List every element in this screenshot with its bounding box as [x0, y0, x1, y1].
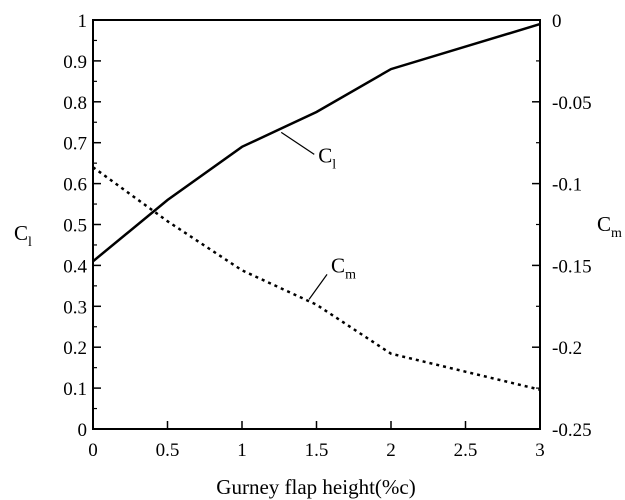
y-tick-label: 0.5	[63, 216, 87, 237]
series-label-main: C	[318, 143, 332, 167]
y2-axis-label-sub: m	[611, 226, 622, 241]
y2-tick-label: 0	[552, 11, 562, 32]
y2-tick-label: -0.25	[552, 420, 592, 441]
x-tick-label: 0.5	[156, 440, 180, 461]
y-axis-label-sub: l	[28, 235, 32, 250]
y2-axis-ticks: -0.25 -0.2 -0.15 -0.1 -0.05 0	[532, 11, 592, 441]
x-axis-label: Gurney flap height(%c)	[216, 475, 415, 499]
plot-frame	[92, 19, 541, 430]
series-label-main: C	[331, 253, 345, 277]
y-tick-label: 0.9	[63, 52, 87, 73]
series-line-cm	[92, 166, 541, 391]
y2-tick-label: -0.15	[552, 256, 592, 277]
y-tick-label: 0.6	[63, 175, 87, 196]
y-tick-label: 0.1	[63, 379, 87, 400]
y-axis-label: Cl	[14, 221, 32, 250]
y-tick-label: 0.3	[63, 297, 87, 318]
y-axis-ticks: 0 0.1 0.2 0.3 0.4 0.5 0.6 0.7 0.8 0.9 1	[63, 11, 101, 441]
series-label-sub: l	[332, 157, 336, 172]
y-tick-label: 1	[78, 11, 88, 32]
x-axis-ticks: 0 0.5 1 1.5 2 2.5 3	[88, 421, 545, 461]
x-tick-label: 3	[535, 440, 545, 461]
y-tick-label: 0.8	[63, 93, 87, 114]
x-tick-label: 1.5	[305, 440, 329, 461]
series-label-cm: Cm	[331, 253, 356, 282]
x-tick-label: 0	[88, 440, 98, 461]
y-tick-label: 0.7	[63, 134, 87, 155]
y-axis-label-main: C	[14, 221, 28, 245]
x-tick-label: 2	[386, 440, 396, 461]
series-line-cl	[92, 22, 541, 263]
series-label-leader	[308, 274, 328, 300]
series-label-leader	[280, 131, 315, 155]
x-tick-label: 1	[237, 440, 247, 461]
y-tick-label: 0	[78, 420, 88, 441]
y2-tick-label: -0.05	[552, 93, 592, 114]
series-label-cl: Cl	[318, 143, 336, 172]
y2-tick-label: -0.2	[552, 338, 582, 359]
series-lines	[92, 22, 541, 391]
y2-axis-label-main: C	[597, 212, 611, 236]
y2-axis-label: Cm	[597, 212, 622, 241]
y-tick-label: 0.4	[63, 256, 87, 277]
x-tick-label: 2.5	[454, 440, 478, 461]
y2-tick-label: -0.1	[552, 175, 582, 196]
series-label-sub: m	[345, 267, 356, 282]
y-tick-label: 0.2	[63, 338, 87, 359]
